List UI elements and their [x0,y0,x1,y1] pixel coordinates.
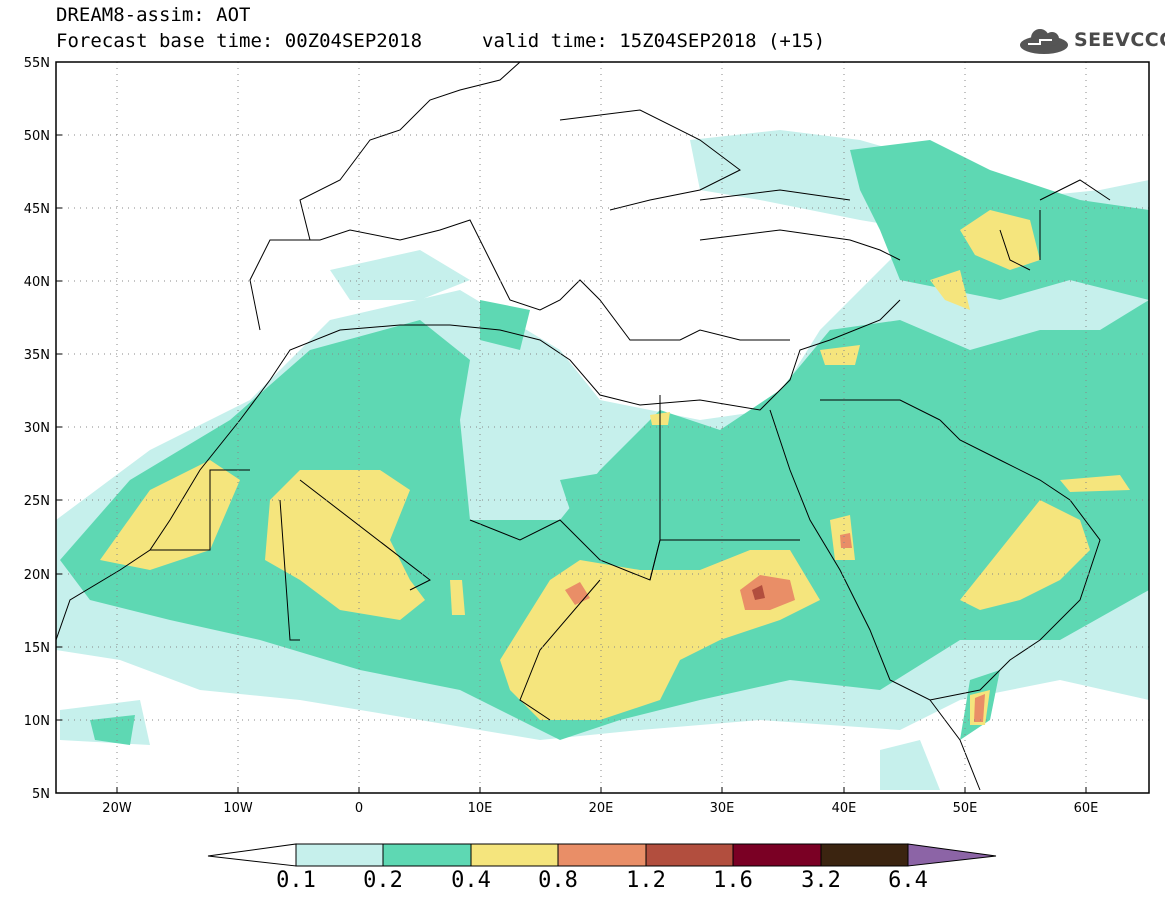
lat-label: 55N [24,56,50,71]
map-plot-area [56,62,1149,793]
lon-label: 10W [223,801,253,816]
colorbar-label: 0.4 [451,868,491,893]
colorbar [207,843,997,867]
colorbar-label: 3.2 [801,868,841,893]
logo-text: SEEVCCC [1074,29,1165,51]
colorbar-label: 1.2 [626,868,666,893]
colorbar-label: 0.2 [363,868,403,893]
aot-contour-1.2 [752,585,765,600]
lon-label: 40E [832,801,857,816]
colorbar-segment [820,843,909,867]
coastlines [56,62,1111,791]
colorbar-label: 6.4 [888,868,928,893]
lat-label: 5N [32,787,50,802]
lat-label: 45N [24,202,50,217]
lon-label: 60E [1074,801,1099,816]
colorbar-segment [907,843,997,867]
lat-label: 10N [24,714,50,729]
forecast-base-time: Forecast base time: 00Z04SEP2018 [56,30,423,52]
colorbar-segment [557,843,647,867]
lat-label: 40N [24,275,50,290]
latitude-labels: 55N 50N 45N 40N 35N 30N 25N 20N 15N 10N … [24,56,50,802]
lat-label: 20N [24,568,50,583]
lon-label: 30E [710,801,735,816]
valid-time: valid time: 15Z04SEP2018 (+15) [482,30,826,52]
colorbar-segment [295,843,384,867]
lat-label: 50N [24,129,50,144]
axis-ticks [56,134,1087,793]
lat-label: 15N [24,641,50,656]
map-title: DREAM8-assim: AOT [56,4,251,26]
lon-label: 10E [468,801,493,816]
cloud-icon [1020,29,1068,54]
longitude-labels: 20W 10W 0 10E 20E 30E 40E 50E 60E [102,801,1098,816]
lat-label: 30N [24,421,50,436]
colorbar-segment [732,843,822,867]
lat-label: 25N [24,494,50,509]
lat-label: 35N [24,348,50,363]
seevccc-logo [1020,29,1068,54]
colorbar-label: 0.1 [276,868,316,893]
aot-contour-0.2 [60,140,1149,745]
colorbar-segment [382,843,472,867]
colorbar-label: 0.8 [538,868,578,893]
lon-label: 20W [102,801,132,816]
colorbar-segment [470,843,559,867]
colorbar-label: 1.6 [713,868,753,893]
graticule [56,62,1149,793]
lon-label: 20E [589,801,614,816]
lon-label: 0 [355,801,363,816]
lon-label: 50E [953,801,978,816]
colorbar-segment [645,843,734,867]
colorbar-segment [207,843,297,867]
